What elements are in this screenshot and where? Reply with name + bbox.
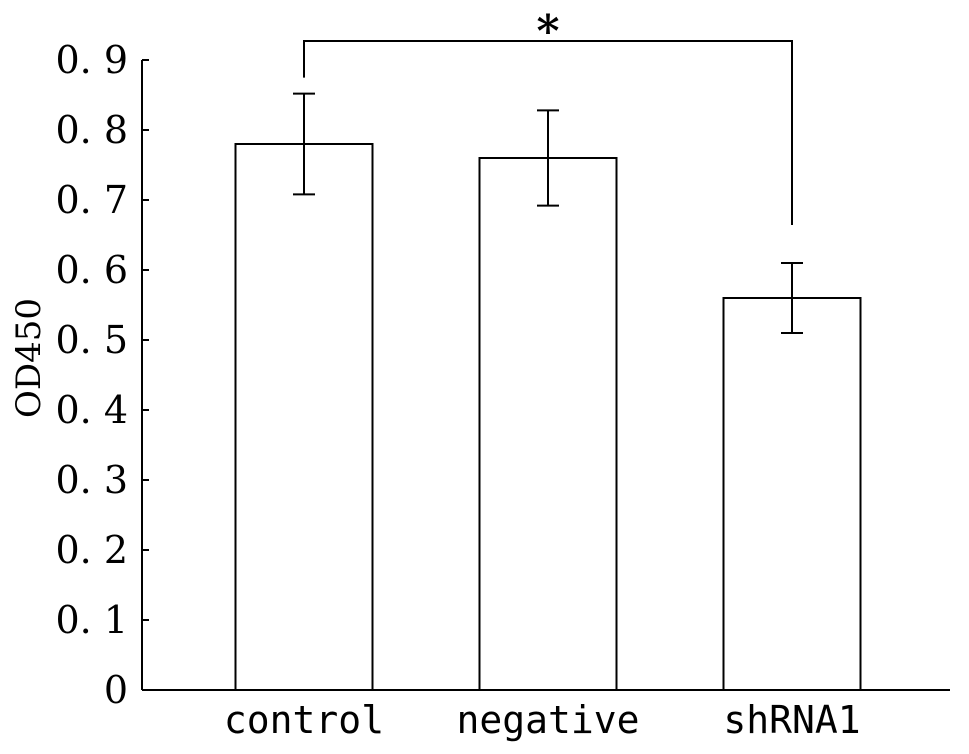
significance-star: * bbox=[536, 6, 559, 57]
y-tick-label: 0. 9 bbox=[55, 38, 128, 82]
x-tick-label-negative: negative bbox=[456, 698, 639, 742]
x-tick-labels: control negative shRNA1 bbox=[224, 698, 861, 742]
y-ticks: 0 0. 1 0. 2 0. 3 0. 4 0. 5 0. 6 0. 7 0. 8 0. 9 bbox=[55, 38, 149, 712]
y-tick-label: 0. 6 bbox=[55, 248, 128, 292]
y-tick-label: 0. 8 bbox=[55, 108, 128, 152]
significance-bracket bbox=[303, 40, 793, 225]
y-tick-label: 0. 2 bbox=[55, 528, 128, 572]
x-tick-label-control: control bbox=[224, 698, 384, 742]
y-tick-label: 0. 5 bbox=[55, 318, 128, 362]
y-axis-title: OD450 bbox=[9, 298, 49, 418]
y-tick-label: 0 bbox=[104, 668, 128, 712]
y-tick-label: 0. 3 bbox=[55, 458, 128, 502]
annotations: * bbox=[303, 6, 793, 225]
y-tick-label: 0. 7 bbox=[55, 178, 128, 222]
bar-shRNA1 bbox=[722, 297, 862, 691]
error-bars bbox=[293, 92, 803, 334]
x-tick-label-shRNA1: shRNA1 bbox=[723, 698, 860, 742]
bar-negative bbox=[478, 157, 618, 691]
bars bbox=[234, 143, 862, 691]
y-tick-label: 0. 4 bbox=[55, 388, 128, 432]
bar-control bbox=[234, 143, 374, 691]
y-tick-label: 0. 1 bbox=[55, 598, 128, 642]
